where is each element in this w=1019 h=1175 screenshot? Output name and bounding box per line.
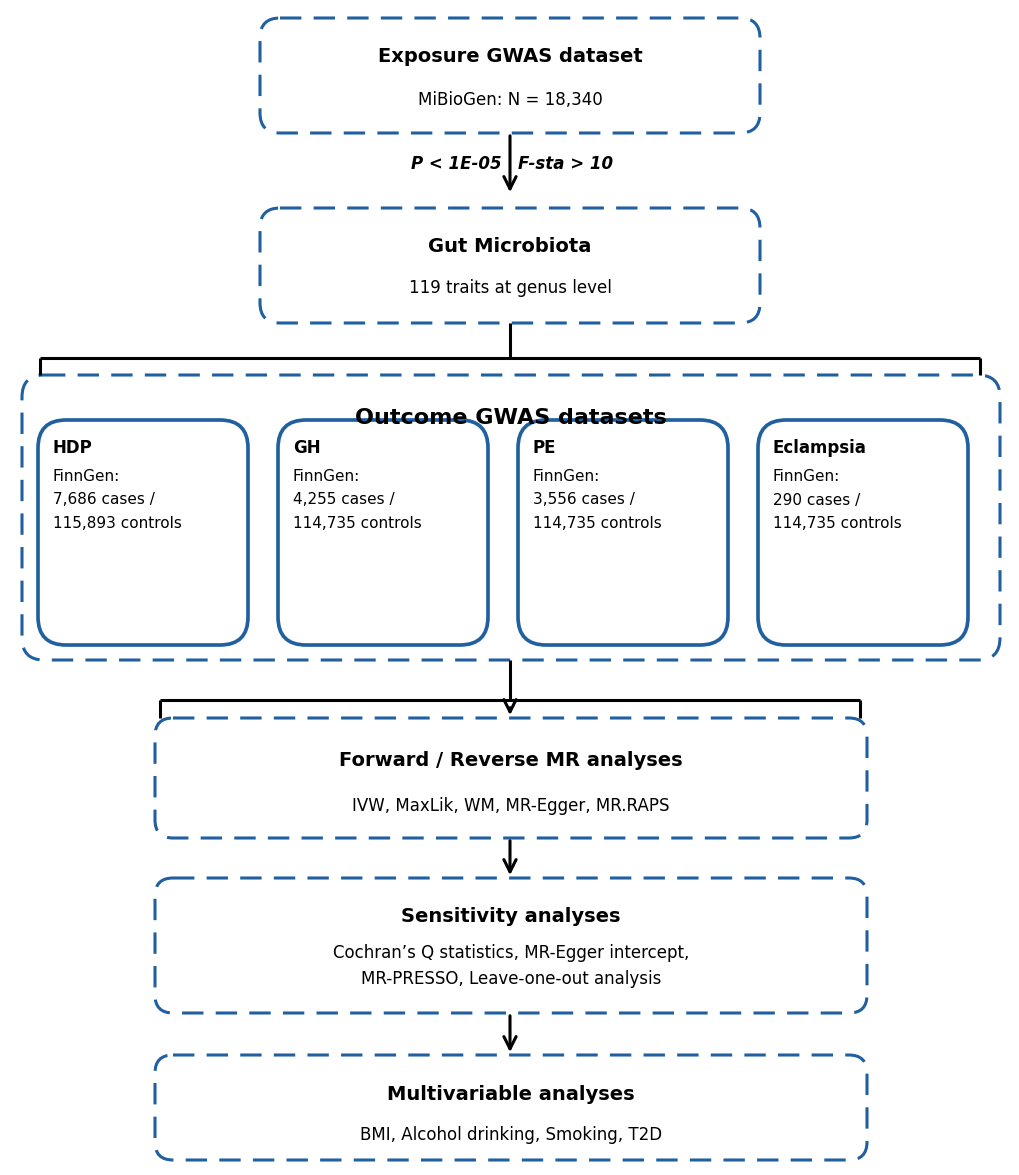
FancyBboxPatch shape bbox=[155, 878, 866, 1013]
Text: Gut Microbiota: Gut Microbiota bbox=[428, 236, 591, 255]
Text: FinnGen:
4,255 cases /
114,735 controls: FinnGen: 4,255 cases / 114,735 controls bbox=[292, 469, 421, 531]
FancyBboxPatch shape bbox=[155, 718, 866, 838]
Text: GH: GH bbox=[292, 439, 320, 457]
Text: F-sta > 10: F-sta > 10 bbox=[518, 155, 612, 173]
Text: Outcome GWAS datasets: Outcome GWAS datasets bbox=[355, 408, 666, 428]
Text: IVW, MaxLik, WM, MR-Egger, MR.RAPS: IVW, MaxLik, WM, MR-Egger, MR.RAPS bbox=[352, 797, 669, 815]
Text: Eclampsia: Eclampsia bbox=[772, 439, 866, 457]
Text: PE: PE bbox=[533, 439, 556, 457]
FancyBboxPatch shape bbox=[757, 419, 967, 645]
Text: BMI, Alcohol drinking, Smoking, T2D: BMI, Alcohol drinking, Smoking, T2D bbox=[360, 1126, 661, 1144]
Text: Exposure GWAS dataset: Exposure GWAS dataset bbox=[377, 47, 642, 66]
Text: MiBioGen: N = 18,340: MiBioGen: N = 18,340 bbox=[417, 90, 602, 109]
FancyBboxPatch shape bbox=[155, 1055, 866, 1160]
Text: P < 1E-05: P < 1E-05 bbox=[411, 155, 501, 173]
Text: Multivariable analyses: Multivariable analyses bbox=[387, 1086, 634, 1104]
FancyBboxPatch shape bbox=[22, 375, 999, 660]
FancyBboxPatch shape bbox=[38, 419, 248, 645]
Text: Forward / Reverse MR analyses: Forward / Reverse MR analyses bbox=[339, 751, 682, 770]
Text: FinnGen:
7,686 cases /
115,893 controls: FinnGen: 7,686 cases / 115,893 controls bbox=[53, 469, 181, 531]
Text: Cochran’s Q statistics, MR-Egger intercept,
MR-PRESSO, Leave-one-out analysis: Cochran’s Q statistics, MR-Egger interce… bbox=[332, 944, 689, 988]
FancyBboxPatch shape bbox=[260, 18, 759, 133]
FancyBboxPatch shape bbox=[278, 419, 487, 645]
FancyBboxPatch shape bbox=[260, 208, 759, 323]
Text: 119 traits at genus level: 119 traits at genus level bbox=[409, 278, 610, 297]
Text: FinnGen:
3,556 cases /
114,735 controls: FinnGen: 3,556 cases / 114,735 controls bbox=[533, 469, 661, 531]
Text: FinnGen:
290 cases /
114,735 controls: FinnGen: 290 cases / 114,735 controls bbox=[772, 469, 901, 531]
Text: HDP: HDP bbox=[53, 439, 93, 457]
Text: Sensitivity analyses: Sensitivity analyses bbox=[400, 906, 621, 926]
FancyBboxPatch shape bbox=[518, 419, 728, 645]
